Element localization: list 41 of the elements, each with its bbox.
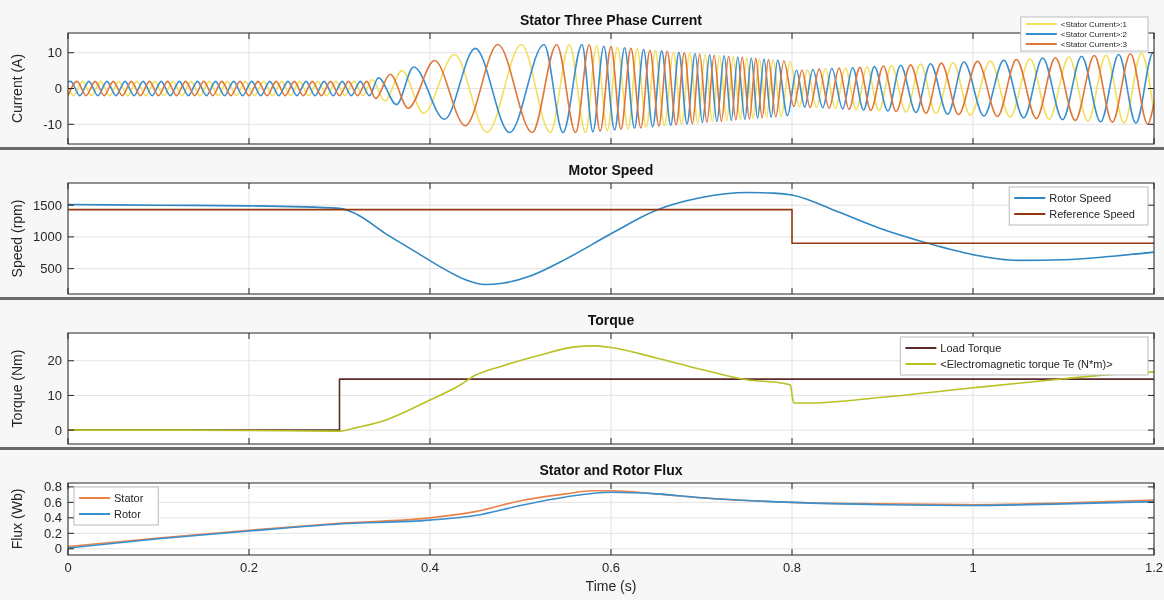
chart-title: Stator Three Phase Current [519,12,703,28]
x-axis-title: Time (s) [585,578,637,594]
legend-label: <Electromagnetic torque Te (N*m)> [940,357,1113,370]
x-tick-label: 0.4 [420,560,440,575]
chart-title: Torque [587,312,635,328]
y-axis-title: Torque (Nm) [9,349,25,428]
y-axis-title: Speed (rpm) [9,199,25,278]
line-series [68,43,1154,134]
y-tick-label: 0.6 [43,494,62,510]
legend-label: <Stator Current>:3 [1060,39,1128,49]
y-tick-label: 500 [40,261,62,277]
x-tick-label: 0 [64,560,72,575]
x-tick-label: 1.2 [1144,560,1164,575]
x-tick-label: 0.2 [239,560,259,575]
y-axis-title: Current (A) [9,53,25,124]
y-tick-label: 0.4 [43,510,62,526]
line-series [68,191,1154,286]
chart-title: Motor Speed [568,162,654,178]
chart-title: Stator and Rotor Flux [539,462,683,478]
y-tick-label: 20 [47,353,62,369]
y-tick-label: -10 [43,116,62,132]
x-tick-label: 0.8 [782,560,802,575]
y-tick-label: 0.2 [43,525,62,541]
legend-label: Reference Speed [1049,207,1135,220]
y-tick-label: 1000 [33,229,62,245]
legend-label: Rotor Speed [1049,191,1112,204]
x-tick-label: 0.6 [601,560,621,575]
legend-label: Load Torque [940,341,1002,354]
y-tick-label: 10 [47,45,62,61]
legend-label: <Stator Current>:2 [1060,29,1128,39]
y-tick-label: 0 [54,422,62,438]
y-tick-label: 0.8 [43,479,62,495]
legend-label: <Stator Current>:1 [1060,19,1128,29]
legend-label: Rotor [114,507,142,520]
y-tick-label: 10 [47,387,62,403]
y-tick-label: 0 [54,81,62,97]
y-axis-title: Flux (Wb) [9,488,25,550]
y-tick-label: 1500 [33,197,62,213]
x-tick-label: 1 [969,560,977,575]
legend-label: Stator [114,491,144,504]
y-tick-label: 0 [54,541,62,557]
